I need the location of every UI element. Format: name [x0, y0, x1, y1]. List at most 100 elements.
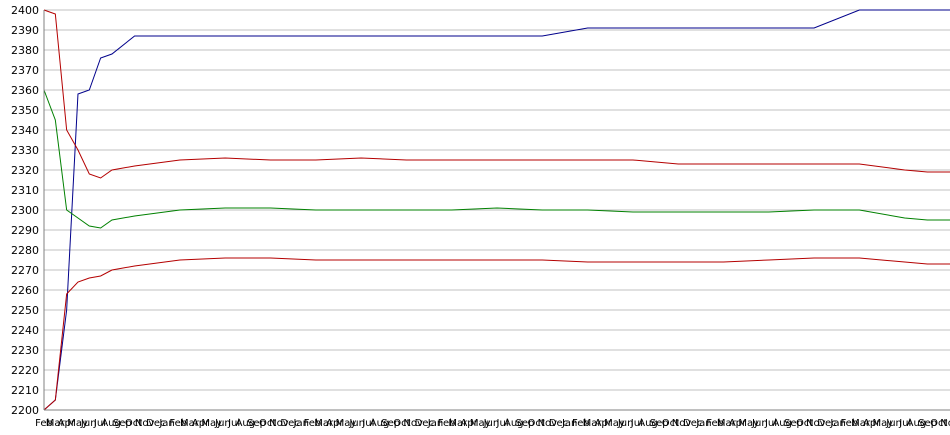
x-tick-label: Feb [840, 418, 858, 429]
x-tick-label: Aug [101, 418, 121, 429]
x-tick-label: Apr [192, 418, 210, 429]
x-tick-label: Feb [438, 418, 456, 429]
y-tick-label: 2250 [11, 304, 39, 317]
y-tick-label: 2350 [11, 104, 39, 117]
y-tick-label: 2360 [11, 84, 39, 97]
x-tick-label: Mar [180, 418, 200, 429]
x-tick-label: May [201, 418, 222, 429]
x-tick-label: Feb [706, 418, 724, 429]
x-tick-label: Jan [829, 418, 845, 429]
x-tick-label: Nov [538, 418, 558, 429]
x-tick-label: May [604, 418, 625, 429]
y-tick-label: 2310 [11, 184, 39, 197]
y-tick-label: 2290 [11, 224, 39, 237]
x-tick-label: Nov [940, 418, 950, 429]
x-tick-label: Dec [683, 418, 702, 429]
x-tick-label: Sep [516, 418, 535, 429]
x-tick-label: Feb [304, 418, 322, 429]
x-tick-label: Oct [796, 418, 813, 429]
x-tick-label: Oct [125, 418, 142, 429]
series-line-1 [43, 9, 950, 411]
x-tick-label: Apr [729, 418, 747, 429]
x-tick-label: May [873, 418, 894, 429]
x-tick-label: Sep [113, 418, 132, 429]
x-tick-label: Jul [630, 418, 643, 429]
x-tick-label: Mar [583, 418, 603, 429]
x-tick-label: May [738, 418, 759, 429]
x-tick-label: Aug [370, 418, 390, 429]
x-tick-label: Mar [448, 418, 468, 429]
x-tick-label: Jan [695, 418, 711, 429]
x-tick-label: Jun [617, 418, 634, 429]
y-tick-label: 2370 [11, 64, 39, 77]
x-tick-label: Jan [561, 418, 577, 429]
x-tick-label: Jan [427, 418, 443, 429]
x-tick-label: Jul [361, 418, 374, 429]
x-tick-label: Feb [169, 418, 187, 429]
x-tick-label: Jun [483, 418, 500, 429]
y-tick-label: 2230 [11, 344, 39, 357]
y-tick-label: 2390 [11, 24, 39, 37]
x-tick-label: Jul [93, 418, 106, 429]
y-tick-label: 2320 [11, 164, 39, 177]
x-tick-label: Jan [293, 418, 309, 429]
x-tick-label: Apr [595, 418, 613, 429]
x-tick-label: May [336, 418, 357, 429]
y-tick-label: 2300 [11, 204, 39, 217]
x-tick-label: Oct [662, 418, 679, 429]
x-tick-label: Aug [236, 418, 256, 429]
x-tick-label: Apr [460, 418, 478, 429]
x-tick-label: Mar [46, 418, 66, 429]
series-line-4 [43, 257, 950, 411]
x-tick-label: Feb [35, 418, 53, 429]
y-tick-label: 2400 [11, 4, 39, 17]
y-axis-ticks: 2200 2210 2220 2230 2240 2250 2260 2270 2280 2290… [11, 4, 39, 417]
x-tick-label: Apr [326, 418, 344, 429]
x-tick-label: Oct [930, 418, 947, 429]
gridlines [44, 9, 950, 411]
x-tick-label: Dec [415, 418, 434, 429]
series-lines [43, 9, 950, 411]
x-tick-label: Aug [907, 418, 927, 429]
x-tick-label: Jul [898, 418, 911, 429]
x-tick-label: Nov [672, 418, 692, 429]
x-tick-label: Jun [885, 418, 902, 429]
x-tick-label: Mar [851, 418, 871, 429]
x-tick-label: Nov [403, 418, 423, 429]
x-tick-label: Mar [314, 418, 334, 429]
x-tick-label: May [67, 418, 88, 429]
series-line-2 [43, 9, 950, 179]
y-tick-label: 2330 [11, 144, 39, 157]
x-tick-label: Sep [918, 418, 937, 429]
x-tick-label: Dec [549, 418, 568, 429]
x-tick-label: Dec [817, 418, 836, 429]
y-tick-label: 2380 [11, 44, 39, 57]
y-tick-label: 2240 [11, 324, 39, 337]
x-tick-label: Oct [393, 418, 410, 429]
y-tick-label: 2260 [11, 284, 39, 297]
x-tick-label: Nov [806, 418, 826, 429]
x-tick-label: Mar [717, 418, 737, 429]
x-tick-label: Aug [504, 418, 524, 429]
x-tick-label: Nov [269, 418, 289, 429]
x-tick-label: Oct [259, 418, 276, 429]
y-tick-label: 2280 [11, 244, 39, 257]
x-tick-label: Sep [784, 418, 803, 429]
y-tick-label: 2200 [11, 404, 39, 417]
x-tick-label: Oct [527, 418, 544, 429]
x-tick-label: Aug [638, 418, 658, 429]
y-tick-label: 2220 [11, 364, 39, 377]
x-tick-label: Sep [381, 418, 400, 429]
x-tick-label: Jun [80, 418, 97, 429]
x-tick-label: May [470, 418, 491, 429]
x-tick-label: Jun [751, 418, 768, 429]
x-tick-label: Dec [280, 418, 299, 429]
x-tick-label: Sep [650, 418, 669, 429]
x-tick-label: Sep [247, 418, 266, 429]
x-tick-label: Jul [496, 418, 509, 429]
x-tick-label: Jun [348, 418, 365, 429]
y-tick-label: 2340 [11, 124, 39, 137]
x-tick-label: Apr [863, 418, 881, 429]
x-tick-label: Apr [58, 418, 76, 429]
